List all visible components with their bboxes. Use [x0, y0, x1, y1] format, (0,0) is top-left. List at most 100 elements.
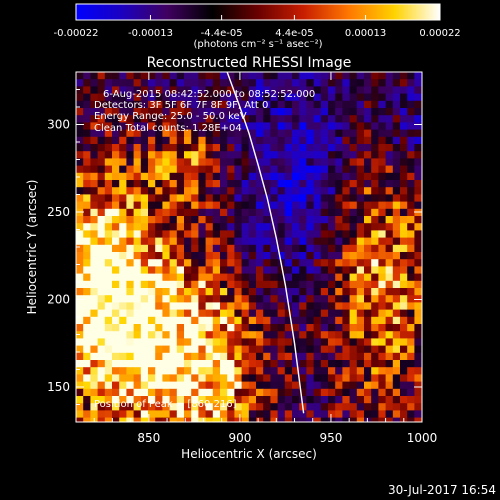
heatmap-cell	[385, 100, 394, 109]
heatmap-cell	[169, 115, 178, 123]
heatmap-cell	[263, 208, 271, 217]
heatmap-cell	[148, 396, 156, 404]
heatmap-cell	[284, 172, 293, 181]
heatmap-cell	[126, 230, 134, 238]
heatmap-cell	[176, 158, 185, 166]
heatmap-cell	[371, 108, 379, 116]
heatmap-cell	[126, 244, 134, 253]
heatmap-cell	[320, 93, 329, 102]
heatmap-cell	[356, 288, 365, 296]
heatmap-cell	[140, 208, 149, 217]
heatmap-cell	[421, 417, 422, 422]
heatmap-cell	[234, 410, 242, 418]
heatmap-cell	[313, 352, 322, 361]
heatmap-cell	[97, 180, 106, 188]
heatmap-cell	[97, 136, 106, 145]
heatmap-cell	[83, 338, 91, 346]
heatmap-cell	[385, 367, 394, 375]
heatmap-cell	[76, 324, 84, 332]
heatmap-cell	[155, 115, 163, 123]
heatmap-cell	[227, 367, 235, 375]
heatmap-cell	[220, 216, 228, 224]
heatmap-cell	[227, 410, 235, 418]
heatmap-cell	[220, 417, 228, 422]
heatmap-cell	[407, 100, 415, 109]
heatmap-cell	[227, 151, 235, 159]
heatmap-cell	[119, 151, 127, 159]
heatmap-cell	[119, 86, 127, 94]
heatmap-cell	[76, 158, 84, 166]
heatmap-cell	[414, 208, 422, 217]
heatmap-cell	[421, 396, 422, 404]
heatmap-cell	[371, 244, 379, 253]
heatmap-cell	[155, 273, 163, 282]
heatmap-cell	[212, 136, 221, 145]
heatmap-cell	[76, 309, 84, 318]
heatmap-cell	[176, 288, 185, 296]
heatmap-cell	[169, 252, 178, 260]
heatmap-cell	[112, 86, 120, 94]
heatmap-cell	[299, 165, 307, 174]
heatmap-cell	[364, 93, 372, 102]
heatmap-cell	[277, 122, 286, 130]
heatmap-cell	[392, 165, 401, 174]
heatmap-cell	[277, 266, 286, 274]
heatmap-cell	[184, 208, 192, 217]
heatmap-cell	[241, 367, 250, 375]
heatmap-cell	[90, 324, 98, 332]
heatmap-cell	[299, 309, 307, 318]
heatmap-cell	[407, 93, 415, 102]
heatmap-cell	[162, 151, 170, 159]
heatmap-cell	[270, 417, 278, 422]
heatmap-cell	[148, 345, 156, 354]
heatmap-cell	[306, 165, 314, 174]
heatmap-cell	[162, 100, 170, 109]
heatmap-cell	[198, 187, 206, 195]
heatmap-cell	[292, 338, 300, 346]
heatmap-cell	[292, 295, 300, 303]
heatmap-cell	[414, 72, 422, 80]
heatmap-cell	[306, 108, 314, 116]
heatmap-cell	[421, 381, 422, 390]
heatmap-cell	[400, 381, 408, 390]
heatmap-cell	[212, 216, 221, 224]
heatmap-cell	[328, 172, 336, 181]
heatmap-cell	[407, 144, 415, 152]
heatmap-cell	[364, 72, 372, 80]
heatmap-cell	[176, 252, 185, 260]
heatmap-cell	[356, 316, 365, 325]
heatmap-cell	[234, 208, 242, 217]
heatmap-cell	[126, 180, 134, 188]
heatmap-cell	[335, 252, 343, 260]
heatmap-cell	[198, 129, 206, 138]
heatmap-cell	[184, 115, 192, 123]
heatmap-cell	[342, 367, 350, 375]
heatmap-cell	[112, 180, 120, 188]
heatmap-cell	[306, 151, 314, 159]
heatmap-cell	[342, 352, 350, 361]
heatmap-cell	[241, 79, 250, 87]
heatmap-cell	[220, 208, 228, 217]
heatmap-cell	[320, 352, 329, 361]
heatmap-cell	[356, 237, 365, 246]
heatmap-cell	[140, 410, 149, 418]
heatmap-cell	[364, 302, 372, 310]
heatmap-cell	[392, 417, 401, 422]
heatmap-cell	[306, 396, 314, 404]
heatmap-cell	[234, 122, 242, 130]
heatmap-cell	[342, 295, 350, 303]
heatmap-cell	[371, 367, 379, 375]
heatmap-cell	[371, 208, 379, 217]
heatmap-cell	[371, 396, 379, 404]
heatmap-cell	[364, 252, 372, 260]
heatmap-cell	[328, 295, 336, 303]
annotation-time-range: 6-Aug-2015 08:42:52.000 to 08:52:52.000	[103, 89, 315, 100]
heatmap-cell	[76, 115, 84, 123]
heatmap-cell	[421, 144, 422, 152]
heatmap-cell	[292, 86, 300, 94]
heatmap-cell	[198, 100, 206, 109]
heatmap-cell	[306, 374, 314, 382]
heatmap-cell	[248, 129, 257, 138]
heatmap-cell	[155, 93, 163, 102]
heatmap-cell	[176, 136, 185, 145]
